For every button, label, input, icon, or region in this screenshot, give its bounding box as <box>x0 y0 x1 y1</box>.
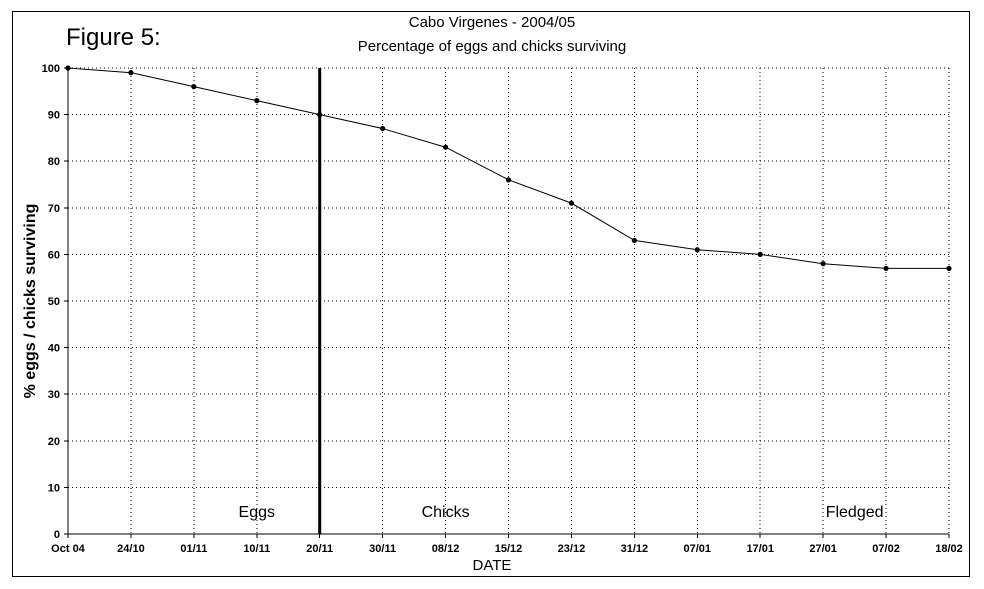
region-label: Eggs <box>239 504 275 521</box>
region-label: Fledged <box>826 504 884 521</box>
chart-subtitle: Percentage of eggs and chicks surviving <box>357 38 627 55</box>
data-point <box>883 265 889 271</box>
y-tick-label: 10 <box>48 482 60 494</box>
x-tick-label: 17/01 <box>746 543 774 555</box>
x-tick-label: 10/11 <box>243 543 270 555</box>
data-point <box>631 237 637 244</box>
y-tick-label: 70 <box>48 203 60 215</box>
x-tick-label: Oct 04 <box>51 543 86 555</box>
data-point <box>317 112 323 118</box>
figure-label: Figure 5: <box>66 24 161 51</box>
data-point <box>254 98 260 104</box>
data-point <box>380 125 386 132</box>
data-point <box>505 177 512 183</box>
data-point <box>128 70 134 76</box>
x-tick-label: 23/12 <box>558 543 586 555</box>
data-point <box>65 65 71 71</box>
x-tick-label: 30/11 <box>369 543 396 555</box>
x-axis-label: DATE <box>472 557 512 574</box>
y-tick-label: 0 <box>54 529 60 541</box>
x-tick-label: 15/12 <box>495 543 523 555</box>
x-tick-label: 18/02 <box>935 543 963 555</box>
y-tick-label: 100 <box>42 63 60 75</box>
x-tick-label: 27/01 <box>809 543 837 555</box>
x-tick-label: 07/02 <box>872 543 900 555</box>
x-tick-label: 07/01 <box>684 543 712 555</box>
data-point <box>694 247 700 253</box>
region-label: Chicks <box>422 504 470 521</box>
y-tick-label: 80 <box>48 156 60 168</box>
data-point <box>442 144 449 150</box>
data-point <box>757 251 763 257</box>
x-tick-label: 08/12 <box>432 543 460 555</box>
x-tick-label: 01/11 <box>180 543 207 555</box>
chart-frame <box>12 11 970 577</box>
data-point <box>568 200 575 206</box>
data-point <box>946 265 952 271</box>
chart-title: Cabo Virgenes - 2004/05 <box>408 14 576 31</box>
data-point <box>191 84 197 90</box>
x-tick-label: 31/12 <box>621 543 649 555</box>
y-tick-label: 50 <box>48 296 60 308</box>
x-tick-label: 24/10 <box>117 543 145 555</box>
y-tick-label: 60 <box>48 249 60 261</box>
y-tick-label: 30 <box>48 389 60 401</box>
y-tick-label: 20 <box>48 436 60 448</box>
data-point <box>820 261 826 267</box>
y-tick-label: 40 <box>48 343 60 355</box>
y-tick-label: 90 <box>48 110 60 122</box>
x-tick-label: 20/11 <box>306 543 333 555</box>
